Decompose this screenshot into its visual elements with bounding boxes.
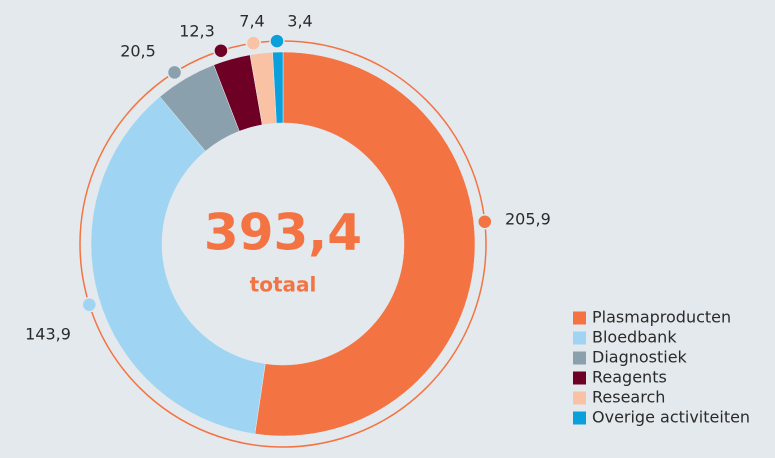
legend-label: Plasmaproducten [592,308,731,327]
segment-dot [213,42,229,59]
data-label: 20,5 [120,42,156,61]
legend-label: Reagents [592,368,667,387]
legend-label: Research [592,388,665,407]
donut-segment [90,96,266,435]
legend-label: Diagnostiek [592,348,688,367]
segment-dot [166,64,183,81]
segment-dot [269,33,285,49]
data-label: 7,4 [239,12,264,31]
legend-label: Overige activiteiten [592,408,750,427]
segment-dot [81,296,98,313]
legend-label: Bloedbank [592,328,677,347]
data-label: 205,9 [505,210,551,229]
data-label: 143,9 [25,325,71,344]
legend-swatch [573,391,586,405]
legend-swatch [573,331,586,345]
segment-dot [477,213,493,230]
legend-swatch [573,371,586,385]
data-label: 12,3 [179,22,215,41]
segment-dot [245,35,262,51]
legend-swatch [573,351,586,365]
legend-swatch [573,311,586,325]
data-label: 3,4 [287,12,312,31]
legend-swatch [573,411,586,425]
total-caption: totaal [250,273,317,297]
donut-segment [254,51,476,437]
donut-segment [272,51,284,124]
total-value: 393,4 [204,204,362,262]
